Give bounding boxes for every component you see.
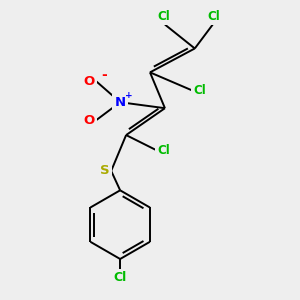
Text: Cl: Cl bbox=[113, 271, 127, 284]
Text: -: - bbox=[102, 68, 107, 82]
Text: +: + bbox=[125, 91, 132, 100]
Text: O: O bbox=[83, 75, 95, 88]
Text: Cl: Cl bbox=[158, 143, 170, 157]
Text: Cl: Cl bbox=[157, 10, 170, 23]
Text: Cl: Cl bbox=[193, 84, 206, 97]
Text: N: N bbox=[115, 96, 126, 109]
Text: O: O bbox=[83, 114, 95, 127]
Text: S: S bbox=[100, 164, 110, 177]
Text: Cl: Cl bbox=[208, 10, 220, 23]
